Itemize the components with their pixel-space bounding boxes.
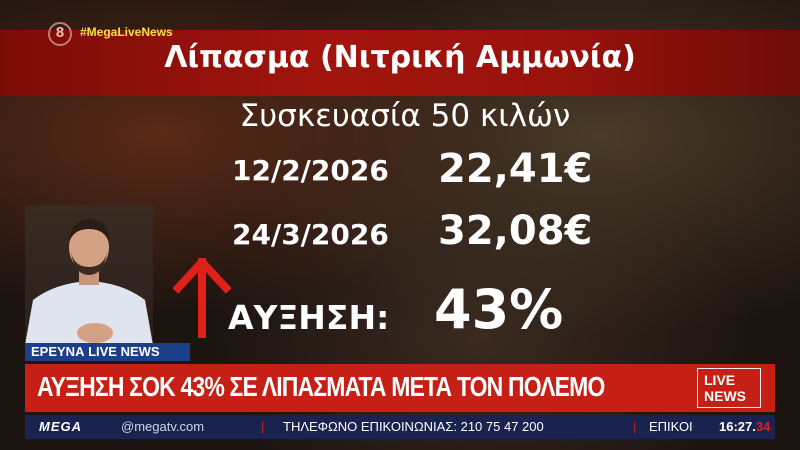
clock-seconds: 34 [755,419,771,434]
segment-label: ΕΡΕΥΝΑ LIVE NEWS [25,343,190,361]
price-2: 32,08€ [438,208,593,254]
headline: ΑΥΞΗΣΗ ΣΟΚ 43% ΣΕ ΛΙΠΑΣΜΑΤΑ ΜΕΤΑ ΤΟΝ ΠΟΛ… [37,371,605,402]
graphic-title: Λίπασμα (Νιτρική Αμμωνία) [164,40,636,75]
increase-value: 43% [434,278,564,341]
ticker-next: ΕΠΙΚΟΙ [649,419,693,434]
clock: 16:27.34 [719,415,770,439]
clock-time: 16:27. [719,419,756,434]
headline-bar: ΑΥΞΗΣΗ ΣΟΚ 43% ΣΕ ΛΙΠΑΣΜΑΤΑ ΜΕΤΑ ΤΟΝ ΠΟΛ… [25,364,775,412]
live-news-logo: LIVE NEWS [697,368,761,408]
hashtag: #MegaLiveNews [80,25,173,39]
up-arrow-icon [172,258,232,338]
ticker-phone: ΤΗΛΕΦΩΝΟ ΕΠΙΚΟΙΝΩΝΙΑΣ: 210 75 47 200 [283,419,544,434]
news-ticker: MEGA @megatv.com | ΤΗΛΕΦΩΝΟ ΕΠΙΚΟΙΝΩΝΙΑΣ… [25,415,775,439]
ticker-separator: | [633,419,637,434]
date-1: 12/2/2026 [232,154,389,187]
price-1: 22,41€ [438,146,593,192]
date-2: 24/3/2026 [232,218,389,251]
title-banner [0,30,800,96]
ticker-email: @megatv.com [121,419,205,434]
package-size: Συσκευασία 50 κιλών [239,98,571,134]
channel-logo: 8 [48,22,72,46]
mega-logo: MEGA [39,419,82,434]
presenter-video [25,205,153,343]
ticker-separator: | [261,419,265,434]
increase-label: ΑΥΞΗΣΗ: [228,298,390,337]
